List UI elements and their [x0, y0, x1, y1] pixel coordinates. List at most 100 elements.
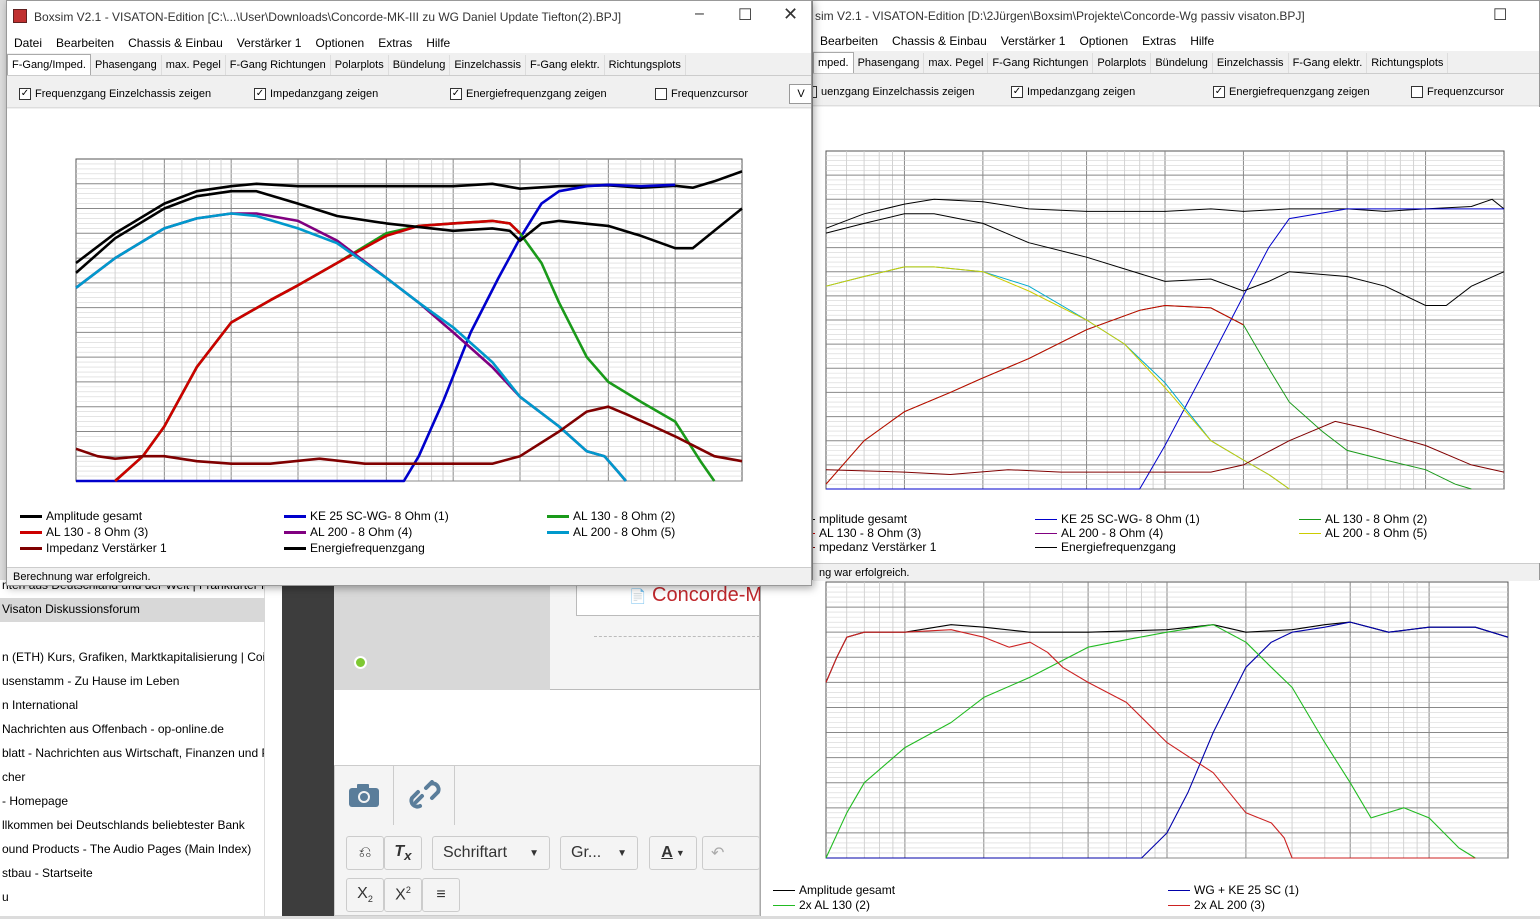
tab-b-ndelung[interactable]: Bündelung — [389, 55, 451, 75]
menu-item[interactable]: Verstärker 1 — [236, 36, 302, 50]
menu-item[interactable]: Verstärker 1 — [1000, 34, 1066, 48]
checkbox[interactable] — [1411, 86, 1423, 98]
tab-max-pegel[interactable]: max. Pegel — [924, 53, 989, 73]
menu-item[interactable]: Hilfe — [1190, 34, 1215, 48]
menu-item[interactable]: Optionen — [315, 36, 365, 50]
menu-item[interactable]: Chassis & Einbau — [128, 36, 223, 50]
menu-item[interactable]: Bearbeiten — [820, 34, 879, 48]
tab-polarplots[interactable]: Polarplots — [1093, 53, 1152, 73]
tab-einzelchassis[interactable]: Einzelchassis — [1213, 53, 1289, 73]
clear-format-button[interactable]: Tx — [384, 836, 422, 870]
bookmark-item[interactable]: ound Products - The Audio Pages (Main In… — [2, 842, 252, 856]
checkbox-label: Frequenzgang Einzelchassis zeigen — [35, 88, 212, 100]
legend-item: 2x AL 130 (2) — [773, 898, 870, 912]
tab-f-gang-richtungen[interactable]: F-Gang Richtungen — [226, 55, 331, 75]
window-2-menubar: Bearbeiten Chassis & Einbau Verstärker 1 Op… — [813, 31, 1539, 51]
attachment-box[interactable]: 📄 Concorde-M — [576, 580, 762, 616]
checkbox-option[interactable]: ✓ Energiefrequenzgang zeigen — [450, 88, 607, 100]
checkbox[interactable]: ✓ — [254, 88, 266, 100]
checkbox-option[interactable]: ✓ Frequenzgang Einzelchassis zeigen — [19, 88, 211, 100]
options-button[interactable]: V — [789, 84, 811, 104]
link-button[interactable] — [395, 765, 455, 825]
legend-label: 2x AL 200 (3) — [1194, 898, 1265, 912]
checkbox[interactable]: ✓ — [813, 86, 817, 98]
legend-swatch — [20, 531, 42, 535]
bookmark-item[interactable]: Nachrichten aus Offenbach - op-online.de — [2, 722, 224, 736]
camera-button[interactable] — [334, 765, 394, 825]
tab-b-ndelung[interactable]: Bündelung — [1151, 53, 1213, 73]
window-1-titlebar[interactable]: Boxsim V2.1 - VISATON-Edition [C:\...\Us… — [7, 1, 811, 33]
legend-item: AL 130 - 8 Ohm (3) — [20, 525, 148, 539]
gridlines — [826, 582, 1508, 859]
tab-f-gang-elektr-[interactable]: F-Gang elektr. — [1289, 53, 1368, 73]
menu-item[interactable]: Chassis & Einbau — [892, 34, 987, 48]
bookmark-item[interactable]: u — [2, 890, 9, 904]
subscript-button[interactable]: X2 — [346, 878, 384, 912]
checkbox-option[interactable]: Frequenzcursor — [1411, 86, 1504, 98]
checkbox-label: Frequenzcursor — [671, 88, 749, 100]
tab-f-gang-elektr-[interactable]: F-Gang elektr. — [526, 55, 605, 75]
window-2-tabs: mped. Phasengang max. Pegel F-Gang Richtung… — [813, 52, 1539, 74]
legend-item: mplitude gesamt — [813, 512, 907, 526]
minimize-icon[interactable]: – — [695, 5, 704, 22]
undo-button[interactable]: ↶ — [702, 836, 760, 870]
divider — [594, 636, 760, 637]
superscript-button[interactable]: X2 — [384, 878, 422, 912]
bookmark-item[interactable]: blatt - Nachrichten aus Wirtschaft, Fina… — [2, 746, 264, 760]
bookmark-item[interactable]: n International — [2, 698, 79, 712]
bookmark-item[interactable]: Visaton Diskussionsforum — [2, 602, 140, 616]
size-select[interactable]: Gr... ▼ — [560, 836, 638, 870]
maximize-icon[interactable]: ☐ — [738, 7, 753, 24]
attachment-link[interactable]: 📄 Concorde-M — [629, 584, 762, 607]
checkbox-option[interactable]: ✓ Impedanzgang zeigen — [1011, 86, 1135, 98]
bookmark-item[interactable]: stbau - Startseite — [2, 866, 93, 880]
bookmark-item[interactable]: usenstamm - Zu Hause im Leben — [2, 674, 180, 688]
boxsim-window-1[interactable]: Boxsim V2.1 - VISATON-Edition [C:\...\Us… — [6, 0, 812, 586]
tab-max-pegel[interactable]: max. Pegel — [162, 55, 226, 75]
checkbox[interactable]: ✓ — [1011, 86, 1023, 98]
checkbox-option[interactable]: ✓ Energiefrequenzgang zeigen — [1213, 86, 1370, 98]
bottom-chart-panel: Amplitude gesamt WG + KE 25 SC (1) 2x AL 1… — [760, 580, 1540, 916]
tab-f-gang-richtungen[interactable]: F-Gang Richtungen — [988, 53, 1094, 73]
attachment-name[interactable]: Concorde-M — [652, 584, 763, 606]
tab-einzelchassis[interactable]: Einzelchassis — [450, 55, 526, 75]
menu-item[interactable]: Extras — [378, 36, 413, 50]
source-button[interactable]: ⎌ — [346, 836, 384, 870]
tab-richtungsplots[interactable]: Richtungsplots — [1367, 53, 1449, 73]
window-2-curve — [825, 420, 1505, 476]
bookmark-item[interactable]: cher — [2, 770, 26, 784]
chevron-down-icon: ▼ — [617, 847, 627, 859]
checkbox-option[interactable]: Frequenzcursor — [655, 88, 748, 100]
tab-phasengang[interactable]: Phasengang — [91, 55, 162, 75]
tab-f-gang-imped-[interactable]: F-Gang/Imped. — [7, 54, 91, 75]
menu-item[interactable]: Optionen — [1079, 34, 1129, 48]
tab-mped-[interactable]: mped. — [813, 52, 854, 73]
checkbox[interactable]: ✓ — [1213, 86, 1225, 98]
bookmark-item[interactable]: n (ETH) Kurs, Grafiken, Marktkapitalisie… — [2, 650, 264, 664]
bookmark-item[interactable]: llkommen bei Deutschlands beliebtester B… — [2, 818, 245, 832]
checkbox[interactable] — [655, 88, 667, 100]
window-2-titlebar[interactable]: sim V2.1 - VISATON-Edition [D:\2Jürgen\B… — [813, 1, 1539, 33]
legend-swatch — [547, 515, 569, 519]
bookmark-item[interactable]: - Homepage — [2, 794, 69, 808]
menu-item[interactable]: Datei — [14, 36, 43, 50]
tab-richtungsplots[interactable]: Richtungsplots — [605, 55, 686, 75]
tab-polarplots[interactable]: Polarplots — [331, 55, 389, 75]
checkbox-option[interactable]: ✓ Impedanzgang zeigen — [254, 88, 378, 100]
menu-item[interactable]: Hilfe — [426, 36, 451, 50]
boxsim-window-2[interactable]: sim V2.1 - VISATON-Edition [D:\2Jürgen\B… — [812, 0, 1540, 581]
tab-phasengang[interactable]: Phasengang — [854, 53, 925, 73]
close-icon[interactable]: ✕ — [783, 4, 799, 24]
legend-label: Amplitude gesamt — [46, 509, 143, 523]
menu-item[interactable]: Extras — [1142, 34, 1177, 48]
checkbox-option[interactable]: ✓ uenzgang Einzelchassis zeigen — [813, 86, 975, 98]
align-button[interactable]: ≡ — [422, 878, 460, 912]
menu-item[interactable]: Bearbeiten — [56, 36, 115, 50]
font-select[interactable]: Schriftart ▼ — [432, 836, 550, 870]
maximize-icon[interactable]: ☐ — [1493, 7, 1508, 24]
legend-swatch — [773, 890, 795, 892]
checkbox[interactable]: ✓ — [450, 88, 462, 100]
checkbox[interactable]: ✓ — [19, 88, 31, 100]
undo-icon: ↶ — [711, 845, 725, 862]
text-color-button[interactable]: A ▼ — [649, 836, 697, 870]
